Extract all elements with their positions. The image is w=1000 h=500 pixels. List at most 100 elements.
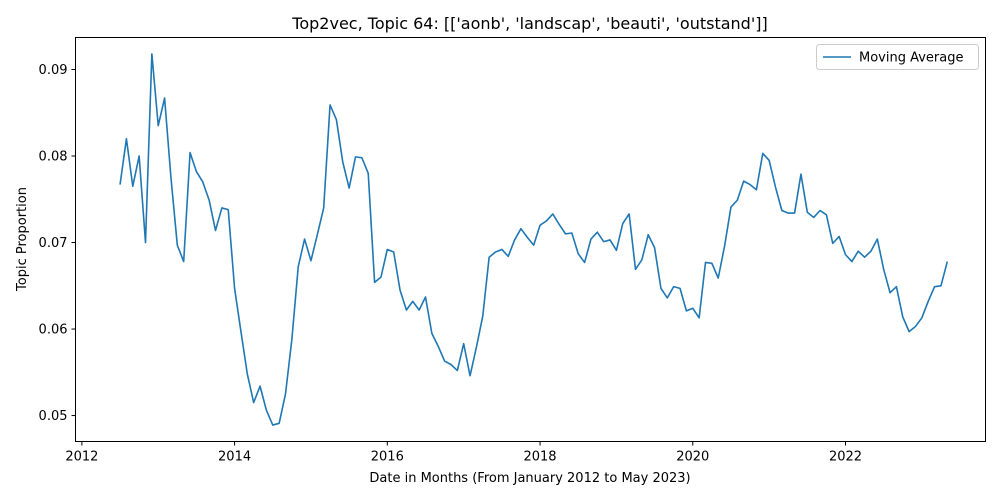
data-point [858,251,859,252]
data-point [457,370,458,371]
data-point [234,288,235,289]
data-point [132,186,133,187]
data-point [750,184,751,185]
data-point [737,200,738,201]
data-point [170,177,171,178]
data-point [947,261,948,262]
data-point [807,212,808,213]
data-point [622,223,623,224]
y-axis-ticks: 0.05 0.06 0.07 0.08 0.09 [39,63,76,424]
data-point [387,249,388,250]
data-point [444,361,445,362]
data-point [724,245,725,246]
legend-label: Moving Average [859,51,963,66]
data-point [921,317,922,318]
data-point [177,245,178,246]
data-point [120,184,121,185]
data-point [788,213,789,214]
data-point [692,308,693,309]
data-point [476,347,477,348]
data-point [247,374,248,375]
data-point [890,292,891,293]
data-point [552,213,553,214]
data-point [584,262,585,263]
data-point [520,228,521,229]
data-point [883,269,884,270]
data-point [221,207,222,208]
data-point [260,386,261,387]
data-point [393,252,394,253]
series-layer [119,53,949,426]
data-point [813,217,814,218]
data-point [718,278,719,279]
data-point [374,282,375,283]
x-tick-label: 2014 [218,450,251,465]
y-tick-label: 0.09 [39,63,68,78]
data-point [533,245,534,246]
series-line-moving-average [119,53,949,426]
x-axis-title: Date in Months (From January 2012 to May… [369,471,690,486]
data-point [463,343,464,344]
data-point [762,153,763,154]
data-point [272,425,273,426]
data-point [438,346,439,347]
data-point [342,162,343,163]
data-point [183,261,184,262]
data-point [775,187,776,188]
data-point [527,237,528,238]
data-point [781,210,782,211]
data-point [400,290,401,291]
data-point [349,188,350,189]
data-point [228,209,229,210]
y-tick-label: 0.05 [39,409,68,424]
legend-box [816,44,979,70]
data-point [794,213,795,214]
y-tick-label: 0.06 [39,323,68,338]
data-point [826,214,827,215]
plot-frame [75,37,986,442]
data-point [368,173,369,174]
x-tick-label: 2022 [829,450,862,465]
data-point [928,301,929,302]
x-tick-label: 2018 [523,450,556,465]
data-point [361,157,362,158]
data-point [654,247,655,248]
data-point [641,259,642,260]
data-point [902,316,903,317]
data-point [285,393,286,394]
data-point [686,310,687,311]
data-point [164,98,165,99]
data-point [266,410,267,411]
data-point [450,364,451,365]
data-point [699,317,700,318]
data-point [139,156,140,157]
data-point [425,297,426,298]
data-point [412,301,413,302]
data-point [419,310,420,311]
plot-area [75,37,986,442]
data-point [151,53,152,54]
data-point [934,286,935,287]
x-tick-label: 2016 [371,450,404,465]
data-point [489,257,490,258]
data-point [291,339,292,340]
data-point [546,220,547,221]
data-point [253,402,254,403]
data-point [355,156,356,157]
data-point [597,232,598,233]
data-point [158,125,159,126]
data-point [279,423,280,424]
data-point [680,288,681,289]
data-point [196,171,197,172]
data-point [616,250,617,251]
data-point [603,241,604,242]
data-point [304,239,305,240]
data-point [839,236,840,237]
data-point [711,263,712,264]
x-tick-label: 2020 [676,450,709,465]
data-point [800,174,801,175]
data-point [565,233,566,234]
data-point [832,243,833,244]
data-point [578,253,579,254]
